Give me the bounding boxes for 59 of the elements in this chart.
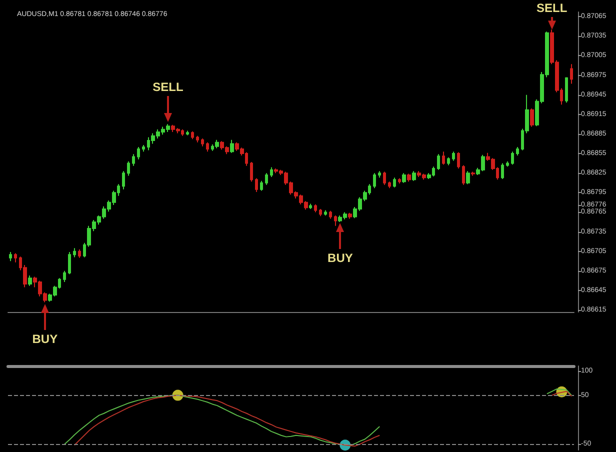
candlestick (142, 144, 145, 152)
candlestick (447, 156, 450, 166)
candlestick (9, 252, 12, 262)
candlestick (412, 170, 416, 182)
candlestick (137, 146, 140, 160)
candlestick (196, 135, 199, 143)
candlestick (14, 252, 17, 263)
candlestick (511, 151, 514, 166)
candlestick (201, 138, 204, 147)
candlestick (78, 248, 81, 258)
annotation: BUY (31, 332, 59, 346)
candlestick (334, 214, 337, 226)
candlestick (73, 248, 76, 258)
candlestick (457, 152, 460, 170)
candlestick (466, 170, 470, 185)
candlestick (314, 204, 317, 213)
candlestick (230, 139, 234, 154)
candlestick (506, 160, 509, 168)
candlestick (452, 151, 455, 162)
candlestick (388, 181, 391, 189)
candlestick (373, 172, 376, 189)
candlestick (63, 270, 66, 282)
candlestick (68, 252, 71, 275)
candlestick (309, 203, 312, 210)
candlestick (348, 212, 352, 220)
candlestick (270, 166, 273, 178)
candlestick (398, 178, 401, 184)
candlestick (570, 64, 573, 84)
candlestick (260, 180, 263, 192)
candlestick (471, 171, 475, 176)
candlestick (132, 154, 135, 166)
candlestick (501, 162, 504, 180)
candlestick (437, 154, 440, 170)
annotation: SELL (536, 1, 568, 15)
candlestick (206, 142, 209, 152)
candlestick (122, 170, 125, 190)
candlestick (378, 170, 381, 178)
candlestick (565, 76, 568, 104)
candlestick (215, 139, 219, 149)
candlestick (442, 151, 445, 166)
candlestick (329, 210, 332, 220)
annotation: BUY (326, 250, 354, 265)
candlestick (324, 210, 327, 216)
annotation: SELL (152, 80, 184, 94)
candlestick (28, 274, 32, 286)
candlestick (383, 171, 386, 186)
candlestick (462, 164, 465, 186)
candlestick (516, 146, 519, 156)
candlestick (186, 130, 189, 136)
candlestick (250, 162, 253, 182)
candlestick (402, 172, 406, 184)
candlestick (255, 178, 258, 192)
candlestick (319, 208, 322, 217)
candlestick (265, 172, 268, 186)
candlestick (393, 177, 396, 188)
candlestick (407, 173, 411, 182)
candlestick (530, 108, 534, 128)
candlestick (127, 160, 130, 176)
candlestick (191, 130, 194, 140)
